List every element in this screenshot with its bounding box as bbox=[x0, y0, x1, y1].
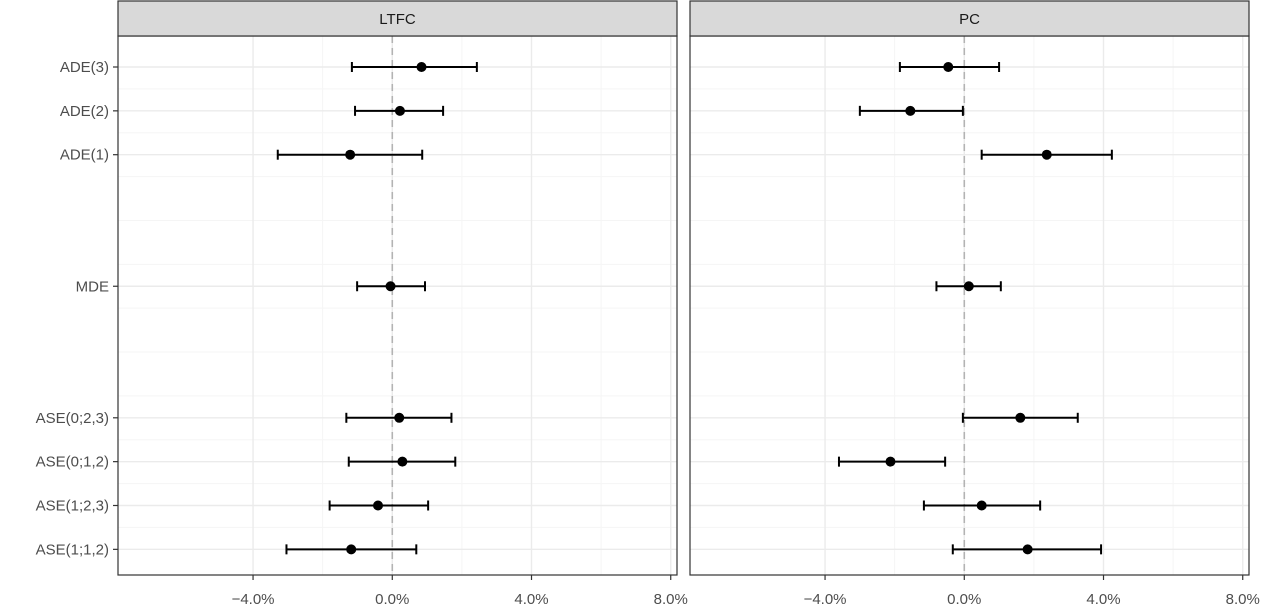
panel-background bbox=[118, 36, 677, 575]
y-tick-label: ASE(1;1,2) bbox=[36, 541, 109, 558]
estimate-ADE(3) bbox=[350, 62, 478, 72]
x-tick-label: 4.0% bbox=[514, 591, 548, 608]
estimate-ASE(1;2,3) bbox=[328, 500, 430, 511]
x-tick-label: −4.0% bbox=[804, 591, 847, 608]
estimate-ADE(1) bbox=[980, 149, 1113, 160]
estimate-ASE(0;2,3) bbox=[345, 412, 453, 423]
facet-strip bbox=[689, 0, 1250, 37]
point-estimate bbox=[1041, 149, 1052, 160]
point-estimate bbox=[1015, 412, 1026, 423]
point-estimate bbox=[1022, 544, 1033, 555]
y-tick-label: ASE(0;2,3) bbox=[36, 410, 109, 427]
estimate-ASE(0;2,3) bbox=[961, 412, 1079, 423]
x-tick-label: 4.0% bbox=[1086, 591, 1120, 608]
x-tick-label: 8.0% bbox=[654, 591, 688, 608]
y-axis: ADE(3) ADE(2) ADE(1) MDE ASE(0;2,3) ASE(0;1,2… bbox=[36, 59, 118, 558]
x-tick-label: 0.0% bbox=[375, 591, 409, 608]
estimate-ASE(0;1,2) bbox=[347, 456, 457, 467]
facet-strip-label: PC bbox=[959, 11, 980, 28]
facet-strip bbox=[117, 0, 678, 37]
point-estimate bbox=[963, 281, 974, 292]
panel-background bbox=[690, 36, 1249, 575]
estimate-ASE(1;1,2) bbox=[285, 544, 418, 555]
point-estimate bbox=[943, 62, 954, 72]
estimate-ADE(2) bbox=[858, 105, 964, 116]
point-estimate bbox=[373, 500, 384, 511]
estimate-ADE(2) bbox=[354, 105, 445, 116]
x-tick-label: −4.0% bbox=[232, 591, 275, 608]
estimate-MDE bbox=[935, 281, 1002, 292]
estimate-MDE bbox=[356, 281, 426, 292]
estimate-ADE(1) bbox=[276, 149, 424, 160]
y-tick-label: ADE(1) bbox=[60, 147, 109, 164]
point-estimate bbox=[397, 456, 408, 467]
y-tick-label: ADE(2) bbox=[60, 103, 109, 120]
x-tick-label: 0.0% bbox=[947, 591, 981, 608]
panel-ltfc: LTFC −4.0% 0.0% 4.0% 8.0% bbox=[117, 0, 688, 608]
y-tick-label: ASE(1;2,3) bbox=[36, 498, 109, 515]
point-estimate bbox=[416, 62, 427, 72]
panel-pc: PC −4.0% 0.0% 4.0% 8.0% bbox=[689, 0, 1260, 608]
point-estimate bbox=[976, 500, 987, 511]
y-tick-label: ADE(3) bbox=[60, 59, 109, 76]
y-tick-label: ASE(0;1,2) bbox=[36, 454, 109, 471]
point-estimate bbox=[385, 281, 396, 292]
point-estimate bbox=[345, 149, 356, 160]
point-estimate bbox=[885, 456, 896, 467]
point-estimate bbox=[394, 105, 405, 116]
point-estimate bbox=[394, 412, 405, 423]
estimate-ADE(3) bbox=[898, 62, 1001, 72]
estimate-ASE(1;2,3) bbox=[922, 500, 1042, 511]
estimate-ASE(0;1,2) bbox=[837, 456, 947, 467]
facet-strip-label: LTFC bbox=[379, 11, 416, 28]
x-tick-label: 8.0% bbox=[1226, 591, 1260, 608]
y-tick-label: MDE bbox=[76, 278, 109, 295]
point-estimate bbox=[905, 105, 916, 116]
point-estimate bbox=[346, 544, 357, 555]
estimate-ASE(1;1,2) bbox=[951, 544, 1103, 555]
